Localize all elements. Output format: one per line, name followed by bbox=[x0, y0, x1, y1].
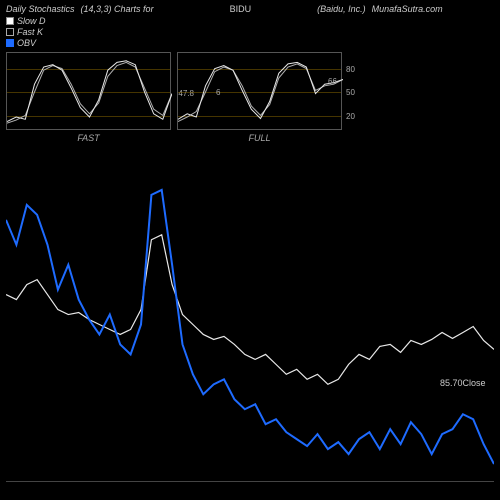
mini-chart-fast: FAST 47.8 bbox=[6, 52, 171, 130]
mini-charts-row: FAST 47.8 FULL 666805020 bbox=[0, 52, 500, 130]
mini-full-label: FULL bbox=[248, 133, 270, 143]
mini-chart-full: FULL 666805020 bbox=[177, 52, 342, 130]
legend-slow-d-label: Slow D bbox=[17, 16, 46, 27]
legend-fast-k-label: Fast K bbox=[17, 27, 43, 38]
legend-fast-k: Fast K bbox=[6, 27, 494, 38]
title-text: Daily Stochastics bbox=[6, 4, 75, 14]
main-chart bbox=[6, 165, 494, 482]
params-text: (14,3,3) Charts for bbox=[81, 4, 154, 14]
swatch-obv bbox=[6, 39, 14, 47]
close-price-label: 85.70Close bbox=[440, 378, 486, 388]
legend-obv-label: OBV bbox=[17, 38, 36, 49]
chart-header: Daily Stochastics (14,3,3) Charts for BI… bbox=[0, 0, 500, 16]
legend-obv: OBV bbox=[6, 38, 494, 49]
swatch-slow-d bbox=[6, 17, 14, 25]
legend: Slow D Fast K OBV bbox=[0, 16, 500, 52]
mini-fast-label: FAST bbox=[77, 133, 99, 143]
company-text: (Baidu, Inc.) bbox=[317, 4, 366, 14]
site-text: MunafaSutra.com bbox=[372, 4, 443, 14]
legend-slow-d: Slow D bbox=[6, 16, 494, 27]
ticker-text: BIDU bbox=[230, 4, 252, 14]
swatch-fast-k bbox=[6, 28, 14, 36]
